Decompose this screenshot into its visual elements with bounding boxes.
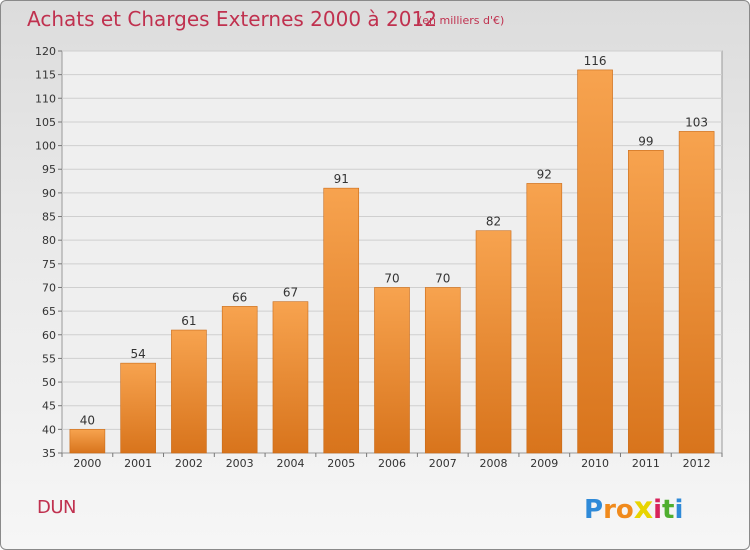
x-tick-label: 2004	[276, 457, 304, 470]
x-tick-label: 2012	[683, 457, 711, 470]
y-tick-label: 40	[42, 423, 56, 436]
bar-2012	[678, 131, 715, 454]
bar-2010	[577, 69, 613, 454]
y-tick-label: 55	[42, 352, 56, 365]
value-label: 67	[283, 286, 298, 300]
y-tick-label: 105	[35, 116, 56, 129]
chart-subtitle: (en milliers d'€)	[418, 14, 505, 27]
logo-letter: P	[584, 495, 604, 525]
y-tick-label: 60	[42, 329, 56, 342]
y-tick-label: 120	[35, 45, 56, 58]
x-tick-label: 2003	[226, 457, 254, 470]
logo-letter: i	[653, 495, 663, 525]
x-tick-label: 2009	[530, 457, 558, 470]
y-tick-label: 35	[42, 447, 56, 460]
y-tick-label: 115	[35, 69, 56, 82]
value-label: 70	[435, 271, 450, 285]
y-tick-label: 100	[35, 140, 56, 153]
y-tick-label: 90	[42, 187, 56, 200]
value-label: 61	[181, 314, 196, 328]
bar-2004	[272, 301, 309, 454]
bar-2005	[323, 187, 360, 454]
logo-letter: o	[615, 495, 634, 525]
value-label: 66	[232, 290, 247, 304]
bar-2003	[221, 306, 258, 454]
bar-2007	[424, 287, 461, 454]
value-label: 99	[638, 134, 653, 148]
y-tick-label: 75	[42, 258, 56, 271]
chart-title: Achats et Charges Externes 2000 à 2012	[27, 7, 437, 31]
x-tick-label: 2006	[378, 457, 406, 470]
bar-2000	[69, 429, 106, 454]
bar-2011	[628, 150, 664, 454]
y-tick-label: 95	[42, 163, 56, 176]
value-label: 92	[537, 167, 552, 181]
value-label: 54	[131, 347, 146, 361]
y-tick-label: 45	[42, 400, 56, 413]
value-label: 70	[384, 271, 399, 285]
value-label: 91	[334, 172, 349, 186]
value-label: 116	[584, 54, 607, 68]
y-tick-label: 65	[42, 305, 56, 318]
logo-letter: x	[633, 491, 654, 526]
value-label: 103	[685, 115, 708, 129]
bar-2009	[526, 183, 563, 454]
bar-2002	[171, 329, 207, 454]
x-tick-label: 2010	[581, 457, 609, 470]
x-tick-label: 2002	[175, 457, 203, 470]
y-tick-label: 80	[42, 234, 56, 247]
y-tick-label: 50	[42, 376, 56, 389]
place-name: DUN	[37, 497, 77, 518]
logo-letter: r	[603, 495, 616, 525]
logo-letter: i	[674, 495, 684, 525]
logo-letter: t	[662, 495, 675, 525]
bar-2001	[120, 362, 156, 454]
bar-2008	[475, 230, 512, 454]
y-tick-label: 70	[42, 281, 56, 294]
x-tick-label: 2007	[429, 457, 457, 470]
x-tick-label: 2000	[73, 457, 101, 470]
x-tick-label: 2001	[124, 457, 152, 470]
proxiti-logo: Proxiti	[584, 491, 683, 526]
x-tick-label: 2005	[327, 457, 355, 470]
value-label: 40	[80, 413, 95, 427]
value-label: 82	[486, 215, 501, 229]
y-tick-label: 85	[42, 211, 56, 224]
x-tick-label: 2008	[480, 457, 508, 470]
bar-2006	[374, 287, 410, 454]
x-tick-label: 2011	[632, 457, 660, 470]
y-tick-label: 110	[35, 92, 56, 105]
